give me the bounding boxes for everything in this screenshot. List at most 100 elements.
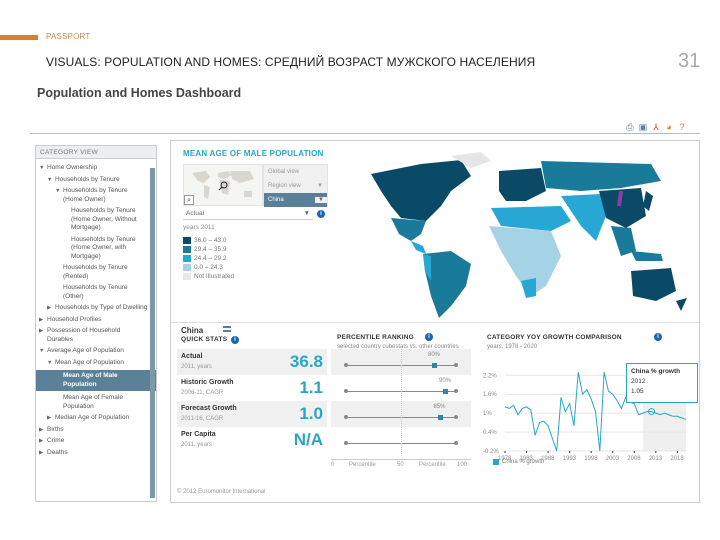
sidebar-item[interactable]: ▶ Births	[39, 426, 148, 435]
page-number: 31	[678, 50, 701, 72]
range-endpoint	[344, 441, 348, 445]
country-dropdown[interactable]: China ▼	[264, 193, 327, 207]
save-icon[interactable]: ▣	[638, 122, 648, 132]
svg-text:1998: 1998	[584, 456, 598, 462]
world-choropleth-map[interactable]	[331, 146, 696, 321]
sidebar-item-label: Mean Age of Male Population	[63, 372, 118, 388]
sidebar-item[interactable]: ▶ Median Age of Population	[39, 414, 148, 423]
sidebar-item[interactable]: ▼ Mean Age of Population	[39, 359, 148, 368]
info-icon[interactable]: i	[231, 336, 239, 344]
expanded-arrow-icon[interactable]: ▼	[47, 359, 53, 366]
sidebar-item[interactable]: Households by Tenure (Rented)	[39, 264, 148, 281]
sidebar-item[interactable]: ▼ Households by Tenure	[39, 176, 148, 185]
map-title: MEAN AGE OF MALE POPULATION	[183, 149, 324, 158]
sidebar-item[interactable]: Households by Tenure (Other)	[39, 284, 148, 301]
mini-map-navigator[interactable]: ⌕	[183, 164, 263, 206]
stat-label: Forecast Growth	[181, 405, 237, 412]
sidebar-item-label: Mean Age of Female Population	[63, 394, 123, 410]
sidebar-item[interactable]: ▼ Average Age of Population	[39, 347, 148, 356]
sidebar-item-label: Household Profiles	[47, 315, 102, 323]
collapsed-arrow-icon[interactable]: ▶	[39, 328, 44, 334]
percentile-marker[interactable]	[437, 415, 443, 420]
stat-label: Actual	[181, 353, 203, 360]
collapsed-arrow-icon[interactable]: ▶	[39, 316, 44, 323]
stat-value: 36.8	[289, 352, 323, 371]
stat-sublabel: 2011, years	[181, 442, 212, 448]
copyright: © 2012 Euromonitor International	[177, 489, 266, 495]
stat-sublabel: 2011-16, CAGR	[181, 416, 224, 422]
stat-sublabel: 2011, years	[181, 364, 212, 370]
sidebar-item[interactable]: ▶ Household Profiles	[39, 316, 148, 325]
sidebar-item[interactable]: Mean Age of Male Population	[36, 370, 156, 391]
percentile-marker[interactable]	[443, 389, 448, 394]
sidebar-item[interactable]: ▶ Crime	[39, 437, 148, 446]
info-icon[interactable]: i	[317, 210, 325, 218]
chevron-down-icon: ▼	[315, 197, 327, 203]
sidebar-item[interactable]: ▶ Possession of Household Durables	[39, 327, 148, 344]
measure-dropdown[interactable]: Actual ▼	[183, 209, 313, 220]
sidebar-item-label: Mean Age of Population	[55, 358, 125, 366]
chart-export-icon[interactable]: ◕	[666, 122, 672, 132]
menu-icon[interactable]	[223, 326, 231, 332]
sidebar-scrollbar[interactable]	[150, 160, 155, 500]
brand-label: PASSPORT	[46, 32, 91, 41]
sidebar-item[interactable]: Mean Age of Female Population	[39, 394, 148, 411]
collapsed-arrow-icon[interactable]: ▶	[39, 426, 44, 433]
category-view-panel: CATEGORY VIEW ▼ Home Ownership ▼ Households…	[35, 145, 157, 502]
info-icon[interactable]: i	[654, 333, 662, 341]
expanded-arrow-icon[interactable]: ▼	[47, 176, 53, 183]
print-icon[interactable]: ⎙	[626, 122, 634, 132]
sidebar-item-label: Households by Tenure (Home Owner)	[63, 187, 128, 203]
sidebar-item-label: Births	[47, 425, 64, 433]
expanded-arrow-icon[interactable]: ▼	[39, 348, 45, 354]
svg-text:1.6%: 1.6%	[483, 392, 497, 398]
quick-stats-country: China	[181, 326, 204, 335]
region-view-dropdown[interactable]: Region view ▼	[268, 183, 323, 189]
percentile-marker[interactable]	[432, 363, 437, 368]
collapsed-arrow-icon[interactable]: ▶	[47, 305, 52, 311]
map-legend: 36.0 – 43.0 29.4 – 35.9 24.4 – 29.2 0.0 – 2…	[183, 236, 234, 281]
sidebar-item[interactable]: ▼ Households by Tenure (Home Owner)	[39, 187, 148, 204]
expanded-arrow-icon[interactable]: ▼	[39, 165, 45, 171]
legend-swatch	[183, 237, 191, 244]
stat-value: 1.0	[299, 404, 323, 423]
sidebar-item[interactable]: Households by Tenure (Home Owner, Withou…	[39, 207, 148, 233]
collapsed-arrow-icon[interactable]: ▶	[47, 415, 52, 421]
svg-text:1%: 1%	[483, 411, 492, 417]
legend-item: 29.4 – 35.9	[183, 245, 234, 254]
svg-text:2018: 2018	[670, 456, 684, 462]
sidebar-item[interactable]: ▶ Deaths	[39, 449, 148, 458]
quick-stats-table: Actual 2011, years 36.8 Historic Growth 2006…	[177, 349, 327, 453]
sidebar-item-label: Median Age of Population	[55, 414, 130, 421]
collapsed-arrow-icon[interactable]: ▶	[39, 449, 44, 456]
stat-sublabel: 2006-11, CAGR	[181, 390, 224, 396]
svg-text:2008: 2008	[627, 456, 641, 462]
sidebar-item-label: Households by Tenure	[55, 175, 120, 183]
svg-text:1993: 1993	[563, 456, 577, 462]
sidebar-item-label: Households by Tenure (Other)	[63, 284, 128, 300]
pdf-icon[interactable]: ⅄	[653, 122, 659, 132]
sidebar-scroll-thumb[interactable]	[150, 168, 155, 498]
info-icon[interactable]: i	[425, 333, 433, 341]
quick-stat-row: Historic Growth 2006-11, CAGR 1.1	[177, 375, 327, 401]
zoom-magnifier-icon[interactable]: ⌕	[184, 195, 194, 205]
collapsed-arrow-icon[interactable]: ▶	[39, 438, 44, 444]
help-icon[interactable]: ?	[679, 122, 685, 132]
global-view-option[interactable]: Global view	[268, 169, 300, 175]
sidebar-item[interactable]: Households by Tenure (Home Owner, with M…	[39, 236, 148, 262]
sidebar-item[interactable]: ▶ Households by Type of Dwelling	[39, 304, 148, 313]
sidebar-item[interactable]: ▼ Home Ownership	[39, 164, 148, 173]
chevron-down-icon: ▼	[317, 183, 323, 189]
quick-stat-row: Per Capita 2011, years N/A	[177, 427, 327, 453]
quick-stat-row: Forecast Growth 2011-16, CAGR 1.0	[177, 401, 327, 427]
sidebar-item-label: Home Ownership	[47, 164, 98, 171]
expanded-arrow-icon[interactable]: ▼	[55, 188, 61, 194]
percentile-ranking-subtitle: selected country cubestats vs. other cou…	[337, 344, 459, 350]
dashboard-title: Population and Homes Dashboard	[37, 86, 242, 100]
svg-text:0.4%: 0.4%	[483, 430, 497, 436]
sidebar-item-label: Households by Tenure (Home Owner, Withou…	[71, 207, 137, 231]
percentile-value: 80%	[428, 352, 441, 358]
category-view-header: CATEGORY VIEW	[36, 146, 156, 159]
header-divider	[30, 133, 700, 134]
stat-value: 1.1	[299, 378, 323, 397]
